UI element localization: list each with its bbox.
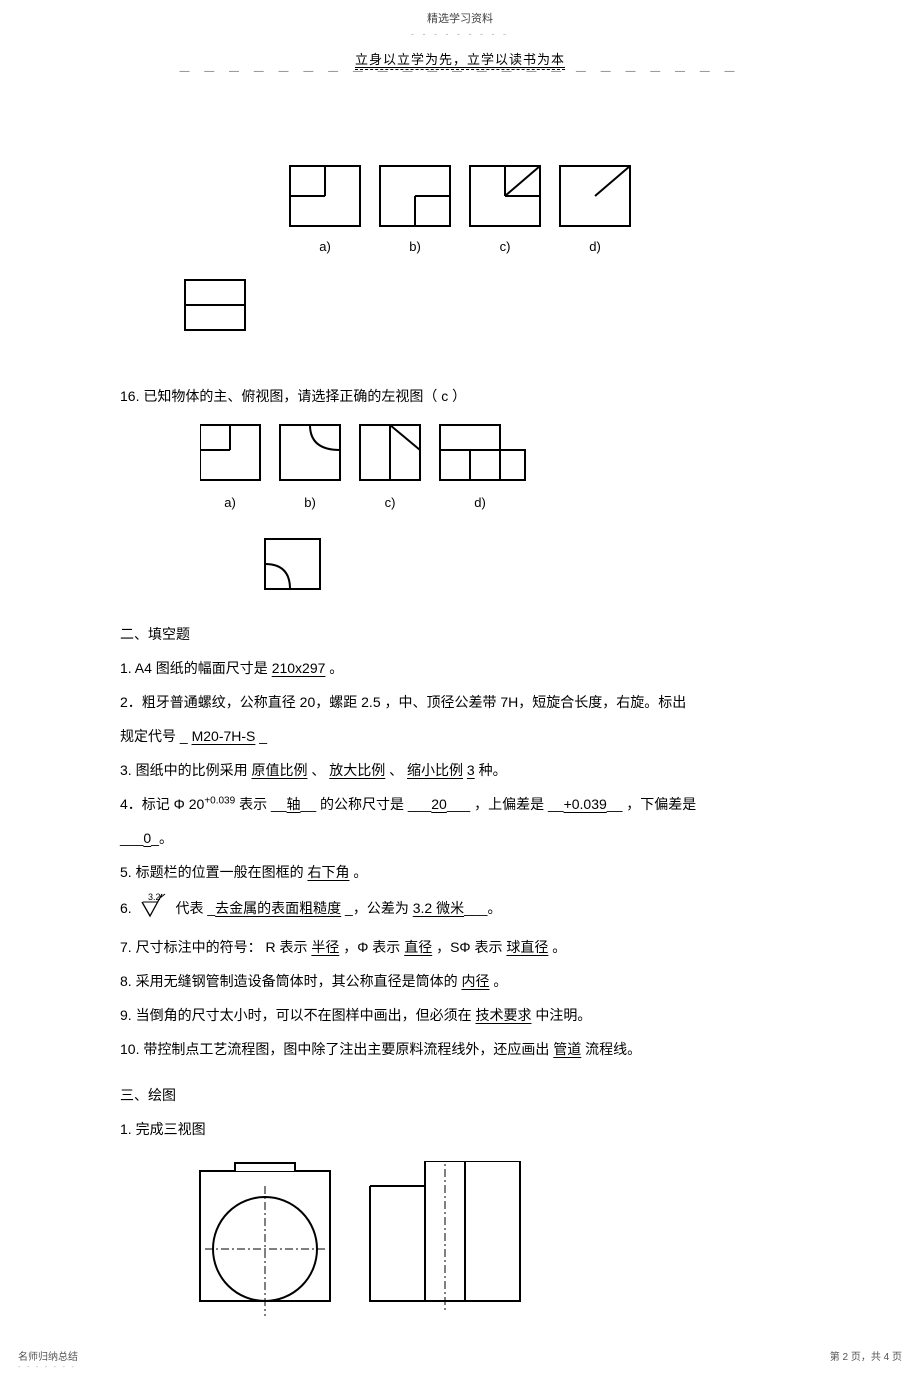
svg-text:a): a): [319, 239, 331, 254]
svg-text:b): b): [304, 495, 316, 510]
fill-6: 6. 3.2 代表 _去金属的表面粗糙度 _，公差为 3.2 微米___。: [120, 892, 800, 927]
svg-text:d): d): [589, 239, 601, 254]
q15-aux-figure: [180, 275, 800, 348]
footer-right: 第 2 页，共 4 页: [830, 1348, 902, 1363]
fill-5: 5. 标题栏的位置一般在图框的 右下角 。: [120, 858, 800, 886]
fill-2b: 规定代号 _ M20-7H-S _: [120, 722, 800, 750]
fill-4a: 4．标记 Φ 20+0.039 表示 __轴__ 的公称尺寸是 ___20___…: [120, 790, 800, 818]
header-dots: - - - - - - - - -: [120, 29, 800, 39]
sec3-item1: 1. 完成三视图: [120, 1115, 800, 1143]
section3-title: 三、绘图: [120, 1081, 800, 1109]
header-top: 精选学习资料: [120, 10, 800, 26]
header-dashes: — — — — — — — — — — — — — — — — — — — — …: [120, 66, 800, 77]
svg-text:a): a): [224, 495, 236, 510]
svg-text:d): d): [474, 495, 486, 510]
q15-figure: a) b) c) d): [120, 161, 800, 261]
fill-2a: 2．粗牙普通螺纹，公称直径 20，螺距 2.5 ，中、顶径公差带 7H，短旋合长…: [120, 688, 800, 716]
q16-text: 16. 已知物体的主、俯视图，请选择正确的左视图（ c ）: [120, 386, 800, 406]
fill-9: 9. 当倒角的尺寸太小时，可以不在图样中画出，但必须在 技术要求 中注明。: [120, 1001, 800, 1029]
fill-8: 8. 采用无缝钢管制造设备筒体时，其公称直径是筒体的 内径 。: [120, 967, 800, 995]
q16-aux-figure: [260, 534, 800, 602]
q16-figure: a) b) c) d): [120, 420, 800, 520]
fill-7: 7. 尺寸标注中的符号： R 表示 半径 ，Φ 表示 直径 ，SΦ 表示 球直径…: [120, 933, 800, 961]
svg-text:b): b): [409, 239, 421, 254]
svg-text:c): c): [385, 495, 396, 510]
section2-title: 二、填空题: [120, 620, 800, 648]
fill-4b: ___0_。: [120, 824, 800, 852]
roughness-icon: 3.2: [140, 892, 168, 927]
fill-1: 1. A4 图纸的幅面尺寸是 210x297 。: [120, 654, 800, 682]
fill-3: 3. 图纸中的比例采用 原值比例 、 放大比例 、 缩小比例 3 种。: [120, 756, 800, 784]
fill-10: 10. 带控制点工艺流程图，图中除了注出主要原料流程线外，还应画出 管道 流程线…: [120, 1035, 800, 1063]
three-view-figure: [120, 1161, 800, 1331]
footer-left: 名师归纳总结: [18, 1348, 78, 1363]
svg-text:c): c): [500, 239, 511, 254]
footer-left-dots: - - - - - - -: [18, 1362, 76, 1371]
